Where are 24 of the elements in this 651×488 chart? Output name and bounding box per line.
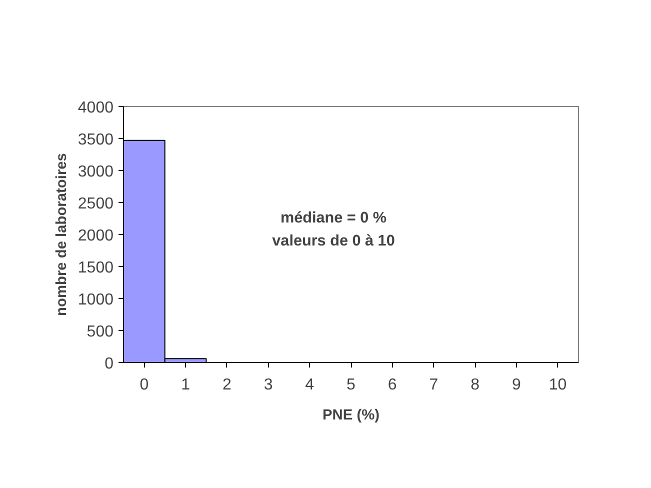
y-tick-label: 3500 xyxy=(78,132,114,148)
y-tick-label: 4000 xyxy=(78,100,114,116)
x-tick-label: 4 xyxy=(305,376,314,394)
y-tick-label: 3000 xyxy=(78,164,114,180)
x-tick-label: 0 xyxy=(140,376,149,394)
x-tick-label: 2 xyxy=(222,376,232,394)
y-axis-title: nombre de laboratoires xyxy=(54,153,70,316)
x-tick-label: 1 xyxy=(181,376,190,394)
y-tick-label: 2000 xyxy=(78,228,114,244)
x-tick-label: 9 xyxy=(512,376,522,394)
x-tick-label: 3 xyxy=(264,376,273,394)
y-tick-label: 2500 xyxy=(78,196,114,212)
x-axis-title: PNE (%) xyxy=(322,408,380,424)
x-tick-label: 6 xyxy=(388,376,397,394)
y-tick-label: 1500 xyxy=(78,260,114,276)
y-tick-label: 500 xyxy=(86,324,114,340)
y-tick-label: 0 xyxy=(104,356,114,372)
annotation: médiane = 0 % xyxy=(280,210,387,226)
x-tick-label: 7 xyxy=(429,376,438,394)
y-tick-label: 1000 xyxy=(78,292,114,308)
annotation: valeurs de 0 à 10 xyxy=(272,232,395,250)
x-tick-label: 10 xyxy=(548,376,567,394)
x-tick-label: 5 xyxy=(346,376,356,394)
x-tick-label: 8 xyxy=(470,376,480,394)
